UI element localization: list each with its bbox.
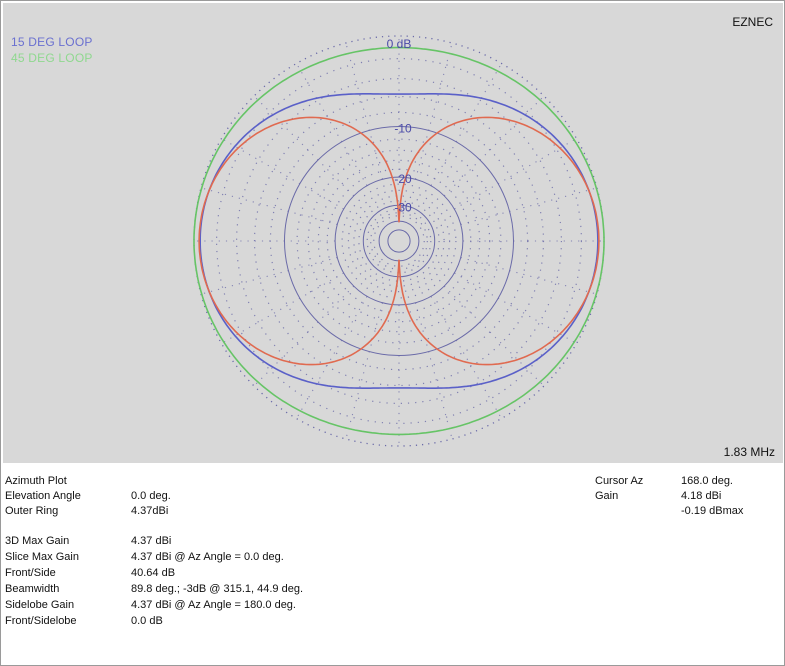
info-label: Gain bbox=[595, 490, 619, 502]
ring-label: -30 bbox=[394, 200, 412, 214]
series-trace-1 bbox=[199, 93, 599, 389]
grid-spoke bbox=[460, 187, 598, 226]
info-label: Cursor Az bbox=[595, 475, 644, 487]
info-value: 0.0 deg. bbox=[131, 490, 171, 502]
series-trace-2 bbox=[193, 46, 605, 436]
ring-label: -20 bbox=[394, 172, 412, 186]
info-label: Outer Ring bbox=[5, 505, 59, 517]
grid-spoke bbox=[345, 302, 384, 440]
grid-ring-dotted bbox=[366, 208, 432, 274]
info-label: Slice Max Gain bbox=[5, 551, 79, 563]
grid-ring-dotted bbox=[269, 111, 529, 371]
info-label: Sidelobe Gain bbox=[5, 599, 75, 611]
grid-ring-dotted bbox=[296, 138, 502, 344]
info-label: Elevation Angle bbox=[5, 490, 81, 502]
grid-ring-dotted bbox=[341, 183, 457, 299]
info-value: 4.37 dBi @ Az Angle = 180.0 deg. bbox=[131, 599, 296, 611]
ring-label: 0 dB bbox=[387, 37, 412, 51]
info-label: Front/Sidelobe bbox=[5, 615, 77, 627]
legend-entry-15-deg-loop: 15 DEG LOOP bbox=[11, 35, 93, 49]
legend-entry-45-deg-loop: 45 DEG LOOP bbox=[11, 51, 93, 65]
grid-ring-inner bbox=[387, 229, 411, 253]
grid-spoke bbox=[414, 302, 453, 440]
grid-ring-dotted bbox=[307, 149, 491, 333]
info-label: Beamwidth bbox=[5, 583, 60, 595]
grid-ring-dotted bbox=[236, 78, 562, 404]
grid-spoke bbox=[345, 42, 384, 180]
grid-ring-dotted bbox=[358, 200, 440, 282]
info-value: 4.37dBi bbox=[131, 505, 169, 517]
grid-ring-labelled bbox=[362, 204, 436, 278]
info-value: 168.0 deg. bbox=[681, 475, 733, 487]
frequency-label: 1.83 MHz bbox=[723, 445, 775, 459]
info-value: 0.0 dB bbox=[131, 615, 163, 627]
info-value: 4.37 dBi @ Az Angle = 0.0 deg. bbox=[131, 551, 284, 563]
grid-ring-dotted bbox=[347, 189, 451, 293]
info-value: 89.8 deg.; -3dB @ 315.1, 44.9 deg. bbox=[131, 583, 304, 595]
grid-ring-dotted bbox=[216, 58, 582, 424]
info-label: 3D Max Gain bbox=[5, 535, 70, 547]
grid-ring-inner bbox=[378, 220, 420, 262]
info-label: Azimuth Plot bbox=[5, 475, 67, 487]
ring-label: -10 bbox=[394, 122, 412, 136]
grid-ring-dotted bbox=[353, 195, 445, 287]
grid-spoke bbox=[253, 95, 355, 197]
grid-spoke bbox=[443, 285, 545, 387]
info-panel: Azimuth Plot Elevation Angle 0.0 deg. Ou… bbox=[1, 465, 784, 665]
polar-plot-area[interactable]: 0 dB -10 -20 -30 15 DEG LOOP 45 DEG LOOP EZ… bbox=[3, 3, 783, 463]
grid-ring-dotted bbox=[317, 159, 481, 323]
series-trace-3 bbox=[198, 116, 600, 366]
info-value: -0.19 dBmax bbox=[681, 505, 744, 517]
grid-spoke bbox=[253, 285, 355, 387]
info-value: 40.64 dB bbox=[131, 567, 176, 579]
grid-ring-dotted bbox=[373, 215, 425, 267]
grid-spoke bbox=[200, 256, 338, 295]
grid-ring-dotted bbox=[253, 95, 545, 387]
grid-spoke bbox=[414, 42, 453, 180]
series-layer bbox=[193, 46, 605, 436]
grid-spoke bbox=[200, 187, 338, 226]
info-value: 4.37 dBi bbox=[131, 535, 172, 547]
polar-plot[interactable]: 0 dB -10 -20 -30 bbox=[3, 3, 783, 463]
grid-spoke bbox=[443, 95, 545, 197]
info-value: 4.18 dBi bbox=[681, 490, 722, 502]
info-label: Front/Side bbox=[5, 567, 56, 579]
ring-labels: 0 dB -10 -20 -30 bbox=[387, 37, 412, 214]
app-brand: EZNEC bbox=[732, 15, 773, 29]
grid-spoke bbox=[460, 256, 598, 295]
grid-spokes bbox=[194, 36, 604, 446]
